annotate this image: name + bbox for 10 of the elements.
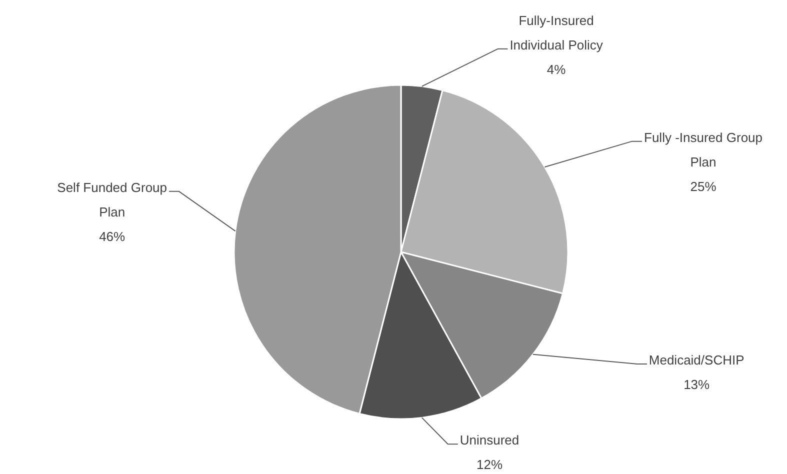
slice-label: Fully-Insured Individual Policy xyxy=(510,12,604,52)
data-label: 12% xyxy=(476,457,503,472)
data-label: 13% xyxy=(684,377,710,392)
data-label: 4% xyxy=(546,62,566,77)
slice-label: Self Funded Group Plan xyxy=(57,180,168,220)
slice-label: Medicaid/SCHIP xyxy=(648,352,744,368)
slice-label: Fully -Insured Group Plan xyxy=(644,130,763,170)
slice-label: Uninsured xyxy=(460,432,520,448)
data-label: 46% xyxy=(99,228,126,244)
data-label: 25% xyxy=(690,178,717,194)
